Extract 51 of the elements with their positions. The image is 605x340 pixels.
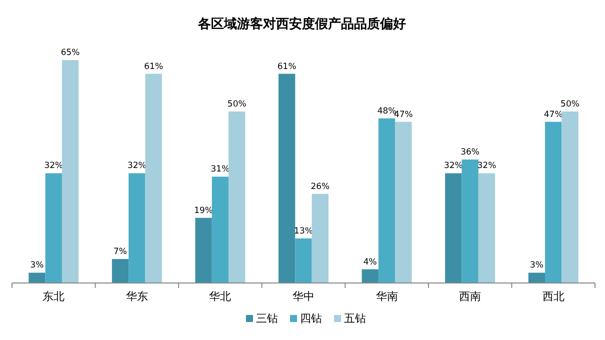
x-tick-label: 西南 xyxy=(459,290,482,303)
data-label: 36% xyxy=(460,148,480,158)
bar xyxy=(228,112,246,283)
bar xyxy=(462,160,478,283)
data-label: 32% xyxy=(127,161,146,172)
bar xyxy=(312,194,328,283)
data-label: 61% xyxy=(144,62,164,72)
legend-label: 四钻 xyxy=(300,312,322,325)
data-label: 31% xyxy=(210,164,230,175)
legend-label: 五钻 xyxy=(344,312,366,325)
data-label: 65% xyxy=(60,48,80,58)
bar xyxy=(445,173,462,283)
bar xyxy=(378,118,396,283)
data-label: 4% xyxy=(363,257,377,268)
data-label: 26% xyxy=(310,182,330,192)
bar xyxy=(295,238,312,283)
bar xyxy=(195,218,212,283)
data-label: 47% xyxy=(544,110,563,120)
bar xyxy=(478,173,496,283)
bar xyxy=(278,74,296,283)
x-tick-label: 华南 xyxy=(376,290,398,303)
bar xyxy=(128,173,146,283)
bar xyxy=(545,122,562,283)
data-label: 3% xyxy=(30,260,44,271)
data-label: 61% xyxy=(277,62,296,72)
bar xyxy=(395,122,412,283)
bar xyxy=(528,272,546,283)
legend-label: 三钻 xyxy=(256,312,278,325)
data-label: 19% xyxy=(194,206,214,216)
bar xyxy=(112,258,129,283)
data-label: 50% xyxy=(227,100,246,110)
data-label: 13% xyxy=(294,226,313,236)
data-label: 50% xyxy=(560,100,580,110)
bar xyxy=(212,176,229,283)
data-label: 3% xyxy=(530,260,544,271)
x-tick-label: 华东 xyxy=(126,290,148,303)
x-tick-label: 西北 xyxy=(542,290,564,303)
data-label: 47% xyxy=(394,110,413,120)
data-label: 7% xyxy=(114,246,128,257)
x-tick-label: 华中 xyxy=(292,290,314,303)
bar xyxy=(28,272,46,283)
data-label: 32% xyxy=(44,161,64,172)
data-label: 32% xyxy=(444,161,463,172)
bar xyxy=(45,173,62,283)
bar xyxy=(562,112,578,283)
x-tick-label: 东北 xyxy=(42,290,65,303)
x-tick-label: 华北 xyxy=(209,290,232,303)
chart-title: 各区域游客对西安度假产品品质偏好 xyxy=(197,16,406,32)
bar xyxy=(62,60,79,283)
bar xyxy=(145,74,162,283)
bar xyxy=(362,269,378,283)
